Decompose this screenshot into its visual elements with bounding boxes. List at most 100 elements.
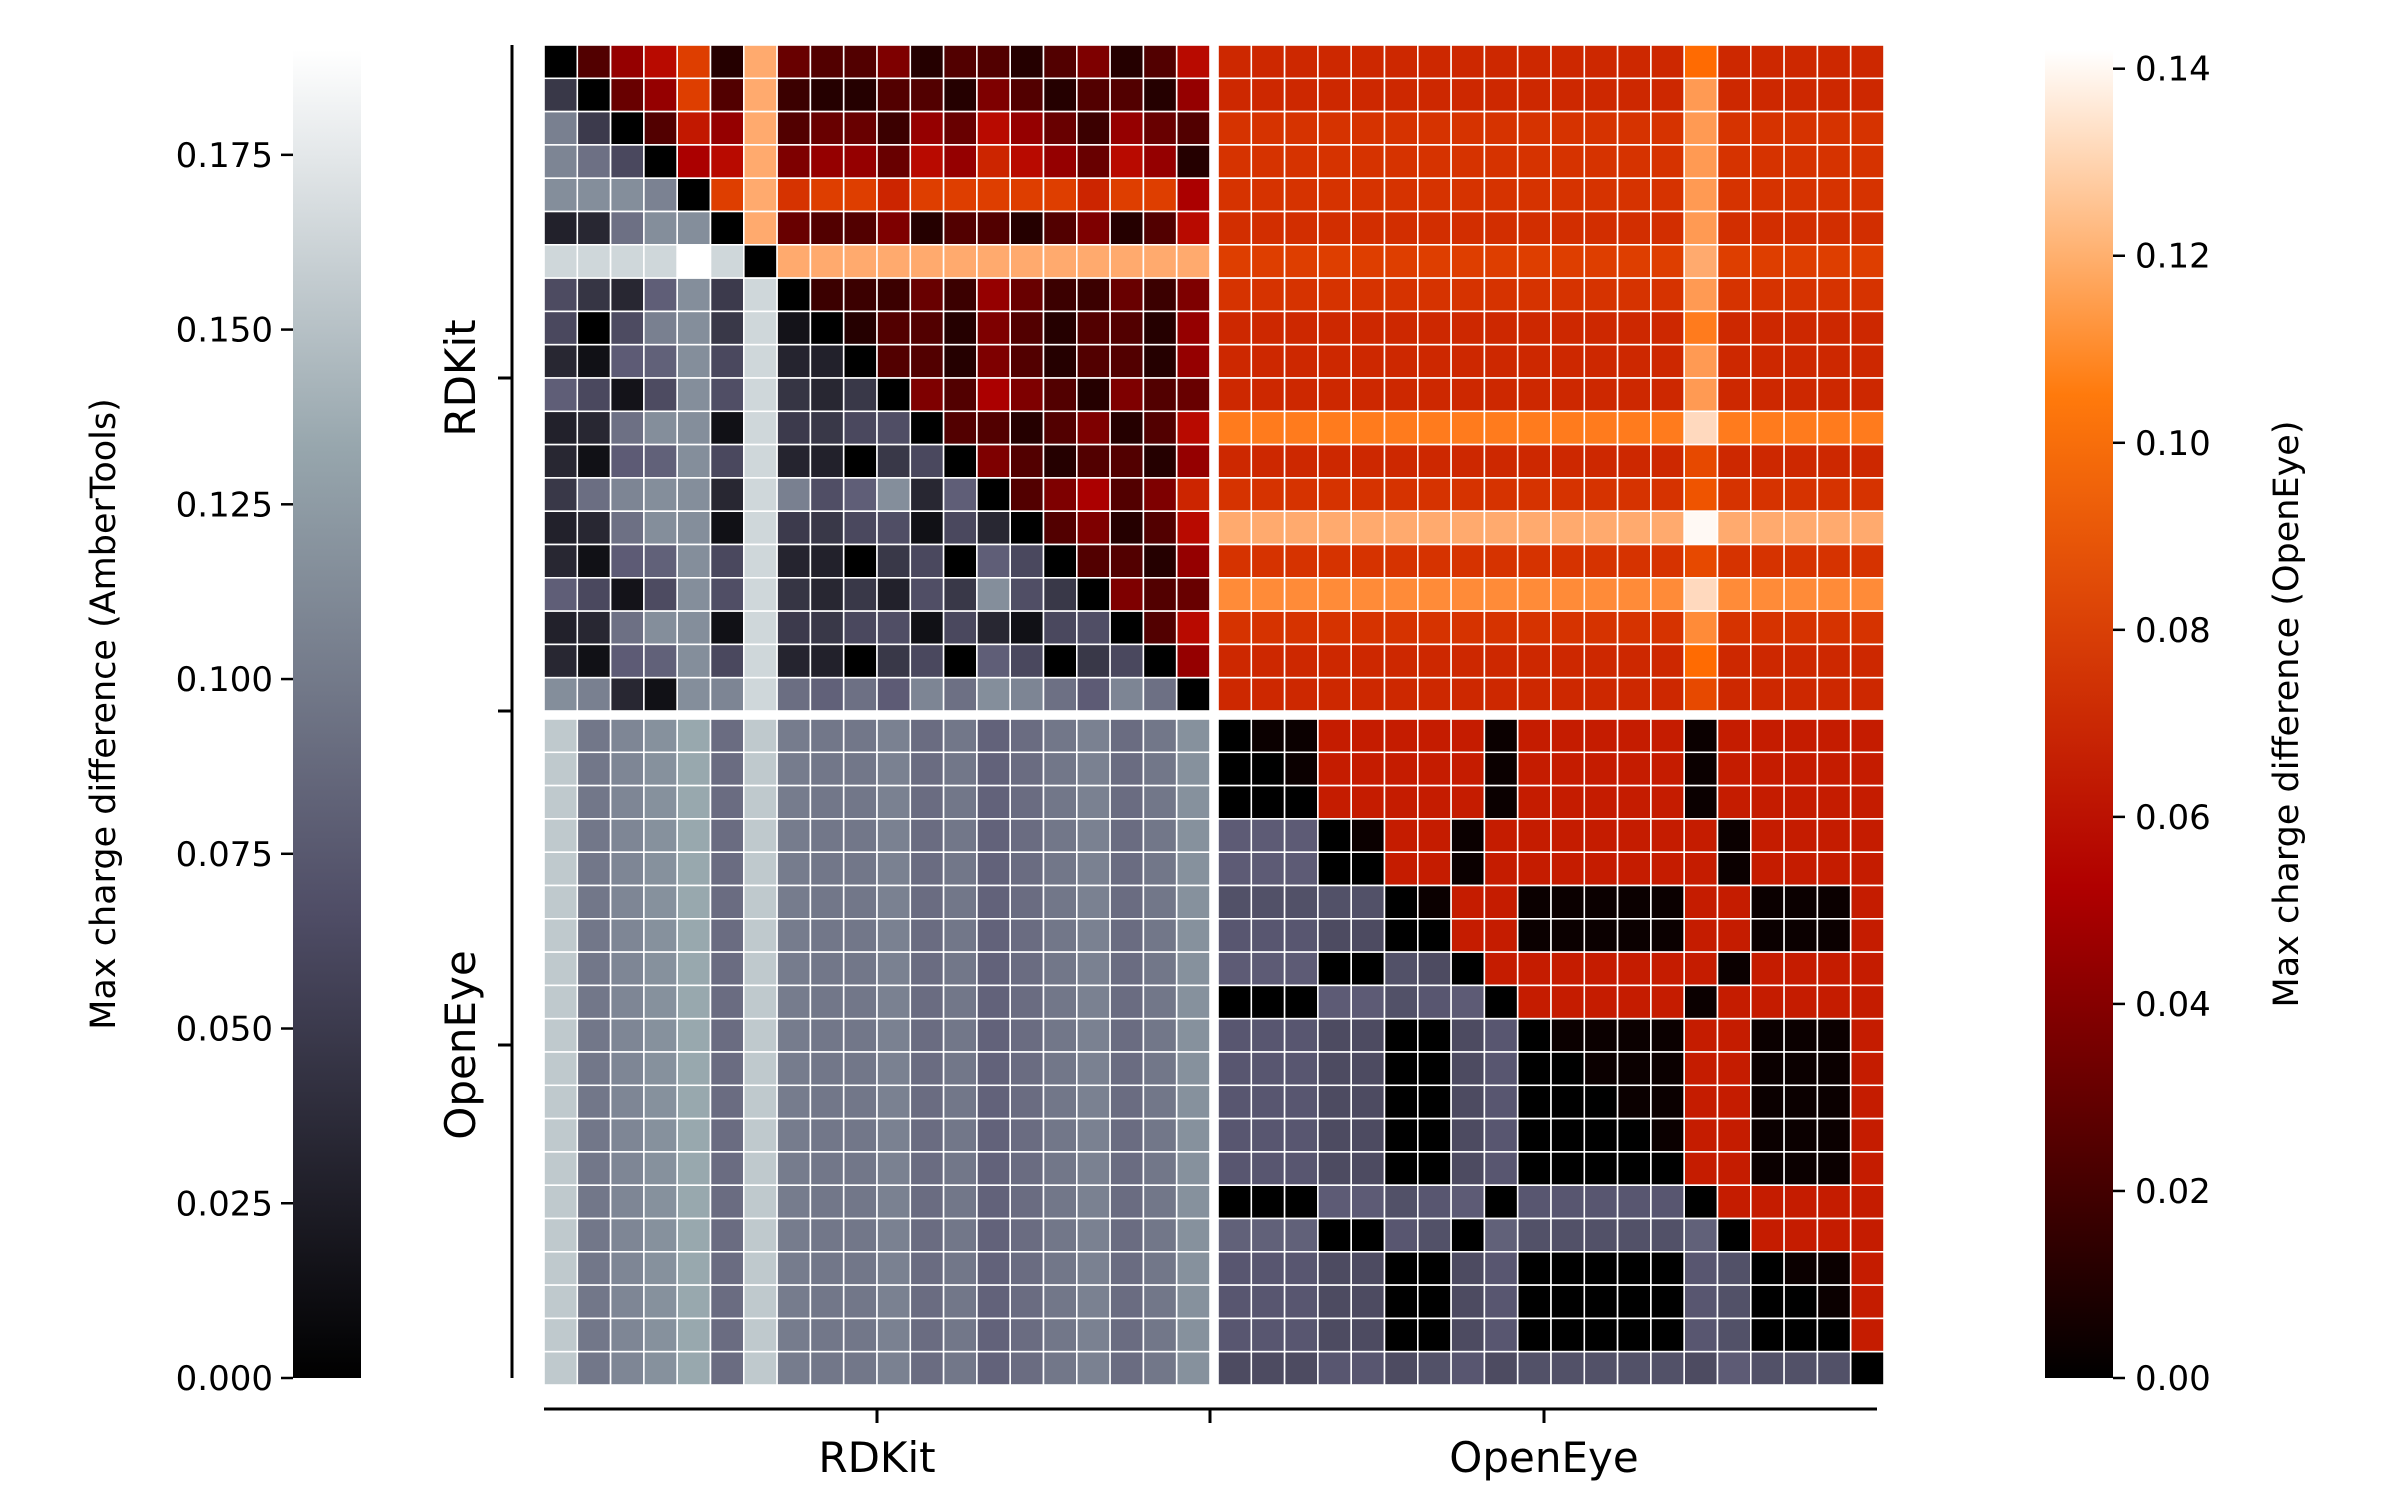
heatmap-cell-ambertools — [1450, 1284, 1486, 1320]
heatmap-cell-openeye — [1250, 477, 1286, 512]
heatmap-cell-openeye — [809, 210, 845, 246]
amber-colorbar-tick-label: 0.150 — [176, 311, 273, 351]
heatmap-cell-openeye — [1783, 1117, 1819, 1153]
heatmap-cell-openeye — [1109, 443, 1145, 479]
heatmap-cell-ambertools — [876, 477, 912, 512]
heatmap-cell-openeye — [1516, 676, 1552, 712]
heatmap-cell-openeye — [1650, 818, 1686, 854]
heatmap-cell-openeye — [1217, 676, 1253, 712]
heatmap-cell-ambertools — [543, 1284, 579, 1320]
openeye-colorbar-label: Max charge difference (OpenEye) — [2267, 421, 2307, 1008]
heatmap-cell-ambertools — [576, 851, 612, 887]
heatmap-cell-openeye — [1849, 1017, 1885, 1053]
heatmap-cell-ambertools — [643, 1151, 679, 1187]
heatmap-cell-ambertools — [809, 984, 845, 1020]
heatmap-cell-openeye — [1616, 718, 1652, 754]
heatmap-cell-ambertools — [1283, 884, 1319, 920]
heatmap-cell-openeye — [942, 210, 978, 246]
heatmap-cell-openeye — [1716, 576, 1752, 612]
heatmap-cell-ambertools — [1550, 1284, 1586, 1320]
heatmap-cell-openeye — [1816, 818, 1852, 854]
heatmap-cell-openeye — [1849, 951, 1885, 987]
heatmap-cell-openeye — [1283, 44, 1319, 80]
heatmap-cell-openeye — [1583, 377, 1619, 413]
heatmap-cell-ambertools — [643, 310, 679, 346]
heatmap-cell-openeye — [876, 244, 912, 279]
heatmap-cell-ambertools — [709, 1284, 745, 1320]
heatmap-cell-ambertools — [1009, 984, 1045, 1020]
heatmap-cell-openeye — [1109, 144, 1145, 179]
heatmap-cell-openeye — [1042, 110, 1078, 146]
heatmap-cell-ambertools — [676, 718, 712, 754]
heatmap-cell-openeye — [1483, 77, 1519, 113]
heatmap-cell-openeye — [1716, 210, 1752, 246]
heatmap-cell-ambertools — [742, 543, 778, 579]
heatmap-cell-openeye — [1683, 144, 1719, 179]
heatmap-cell-openeye — [1750, 343, 1785, 379]
heatmap-cell-openeye — [1816, 1084, 1852, 1120]
heatmap-cell-openeye — [1042, 443, 1078, 479]
heatmap-cell-ambertools — [1583, 1151, 1619, 1187]
heatmap-cell-openeye — [1816, 510, 1852, 546]
heatmap-cell-openeye — [709, 177, 745, 213]
amber-colorbar-tick-label: 0.100 — [176, 660, 273, 700]
heatmap-cell-ambertools — [1849, 1350, 1885, 1386]
heatmap-cell-ambertools — [776, 543, 812, 579]
heatmap-cell-openeye — [1783, 1151, 1819, 1187]
heatmap-cell-openeye — [876, 343, 912, 379]
heatmap-cell-ambertools — [1683, 1350, 1719, 1386]
heatmap-cell-openeye — [842, 210, 878, 246]
heatmap-cell-ambertools — [1283, 984, 1319, 1020]
heatmap-cell-openeye — [1109, 277, 1145, 313]
heatmap-cell-ambertools — [1009, 784, 1045, 820]
heatmap-cell-openeye — [1683, 44, 1719, 80]
heatmap-cell-openeye — [1816, 343, 1852, 379]
heatmap-cell-openeye — [1783, 77, 1819, 113]
heatmap-cell-openeye — [1716, 110, 1752, 146]
heatmap-cell-openeye — [1483, 951, 1519, 987]
heatmap-cell-openeye — [1616, 244, 1652, 279]
heatmap-cell-ambertools — [809, 410, 845, 446]
heatmap-cell-openeye — [1616, 643, 1652, 679]
heatmap-cell-ambertools — [643, 576, 679, 612]
heatmap-cell-openeye — [1450, 110, 1486, 146]
heatmap-cell-openeye — [1383, 443, 1419, 479]
heatmap-cell-ambertools — [809, 377, 845, 413]
heatmap-cell-openeye — [1350, 443, 1386, 479]
heatmap-cell-ambertools — [609, 951, 645, 987]
heatmap-cell-openeye — [1583, 851, 1619, 887]
heatmap-cell-ambertools — [1516, 1117, 1552, 1153]
heatmap-cell-ambertools — [1250, 1117, 1286, 1153]
heatmap-cell-ambertools — [1816, 1317, 1852, 1353]
heatmap-cell-ambertools — [809, 543, 845, 579]
heatmap-cell-openeye — [1849, 177, 1885, 213]
heatmap-cell-ambertools — [1142, 884, 1178, 920]
heatmap-cell-ambertools — [942, 477, 978, 512]
heatmap-cell-openeye — [1516, 310, 1552, 346]
heatmap-cell-openeye — [1683, 443, 1719, 479]
heatmap-cell-openeye — [1076, 343, 1111, 379]
heatmap-cell-openeye — [1849, 244, 1885, 279]
heatmap-cell-openeye — [1816, 377, 1852, 413]
heatmap-cell-openeye — [709, 44, 745, 80]
heatmap-cell-ambertools — [1142, 1217, 1178, 1253]
heatmap-cell-ambertools — [1109, 884, 1145, 920]
amber-colorbar: Max charge difference (AmberTools) 0.000… — [84, 50, 361, 1399]
heatmap-cell-openeye — [976, 310, 1012, 346]
heatmap-cell-ambertools — [742, 676, 778, 712]
heatmap-cell-openeye — [1383, 610, 1419, 646]
heatmap-cell-ambertools — [876, 1184, 912, 1220]
heatmap-cell-openeye — [1383, 310, 1419, 346]
heatmap-cell-ambertools — [609, 210, 645, 246]
heatmap-cell-openeye — [1583, 277, 1619, 313]
heatmap-cell-openeye — [1816, 543, 1852, 579]
heatmap-cell-ambertools — [1076, 818, 1111, 854]
heatmap-cell-openeye — [1042, 510, 1078, 546]
heatmap-cell-openeye — [942, 44, 978, 80]
heatmap-cell-ambertools — [643, 177, 679, 213]
heatmap-cell-ambertools — [709, 751, 745, 787]
heatmap-cell-openeye — [1716, 177, 1752, 213]
heatmap-cell-ambertools — [1450, 1084, 1486, 1120]
heatmap-cell-openeye — [1716, 377, 1752, 413]
heatmap-cell-openeye — [1217, 443, 1253, 479]
